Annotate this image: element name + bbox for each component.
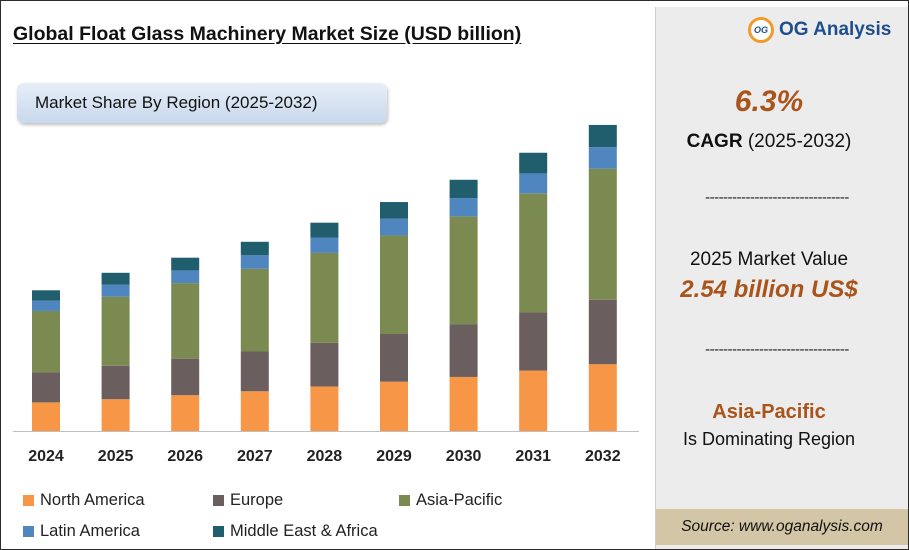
chart-title: Global Float Glass Machinery Market Size… [13, 23, 522, 45]
cagr-value: 6.3% [734, 85, 804, 118]
bar-segment-2024-north-america [32, 402, 60, 431]
bar-segment-2026-latin-america [171, 270, 200, 284]
legend-label: North America [40, 491, 145, 509]
cagr-label: CAGR (2025-2032) [656, 131, 882, 153]
x-tick-labels: 2024 2025 2026 2027 2028 2029 2030 2031 2032 [28, 448, 620, 465]
divider-bottom: -------------------------------- [705, 341, 849, 358]
bar-segment-2031-north-america [519, 370, 548, 431]
legend-label: Latin America [40, 522, 140, 540]
divider-top: -------------------------------- [705, 189, 849, 206]
x-tick-label-2026: 2026 [167, 448, 203, 465]
x-tick-label-2027: 2027 [237, 448, 273, 465]
logo-badge-icon: OG [748, 17, 774, 43]
bar-segment-2024-asia-pacific [32, 310, 60, 373]
bar-segment-2027-middle-east-africa [240, 241, 269, 256]
legend-label: Middle East & Africa [230, 522, 378, 540]
bar-segment-2026-north-america [171, 395, 200, 431]
dominating-region: Asia-Pacific [712, 401, 826, 423]
brand-logo: OG OG Analysis [748, 17, 891, 43]
dominating-region-label: Is Dominating Region [682, 429, 856, 449]
bar-segment-2028-north-america [310, 386, 339, 431]
logo-text: OG Analysis [779, 19, 892, 40]
bar-segment-2028-middle-east-africa [310, 222, 339, 238]
bar-segment-2027-north-america [240, 391, 269, 431]
bar-segment-2028-europe [310, 342, 339, 387]
x-tick-label-2030: 2030 [446, 448, 482, 465]
bar-segment-2025-latin-america [101, 284, 130, 297]
legend-item: North America [23, 491, 145, 510]
legend-item: Asia-Pacific [399, 491, 502, 510]
bar-segment-2029-asia-pacific [380, 235, 408, 335]
source-text: Source: www.oganalysis.com [681, 518, 883, 535]
bar-segment-2030-north-america [449, 376, 478, 431]
legend-swatch [399, 495, 410, 506]
bar-segment-2032-latin-america [588, 147, 617, 169]
bar-segment-2024-europe [32, 372, 60, 403]
x-tick-label-2028: 2028 [307, 448, 343, 465]
bar-segment-2024-latin-america [32, 300, 60, 311]
bar-segment-2032-europe [588, 299, 617, 365]
bar-segment-2024-middle-east-africa [32, 290, 60, 301]
x-tick-label-2032: 2032 [585, 448, 621, 465]
bar-segment-2025-asia-pacific [101, 296, 130, 366]
chart-subtitle: Market Share By Region (2025-2032) [35, 93, 318, 112]
legend-item: Middle East & Africa [213, 522, 378, 541]
summary-panel: OG OG Analysis 6.3% CAGR (2025-2032) ---… [655, 7, 908, 549]
legend-swatch [213, 495, 224, 506]
bar-segment-2025-middle-east-africa [101, 272, 130, 285]
bar-segment-2031-latin-america [519, 173, 548, 194]
source-bar: Source: www.oganalysis.com [656, 509, 908, 545]
bar-segment-2030-asia-pacific [449, 216, 478, 325]
legend-swatch [213, 526, 224, 537]
market-value: 2.54 billion US$ [680, 276, 858, 303]
stacked-bar-chart: 2024 2025 2026 2027 2028 2029 2030 2031 2032 [13, 124, 639, 465]
logo-badge-text: OG [753, 25, 768, 35]
bar-segment-2027-asia-pacific [240, 268, 269, 352]
bar-segment-2032-asia-pacific [588, 168, 617, 300]
x-tick-label-2024: 2024 [28, 448, 64, 465]
bar-segment-2032-north-america [588, 364, 617, 431]
bar-segment-2026-middle-east-africa [171, 257, 200, 271]
legend-item: Latin America [23, 522, 140, 541]
legend-item: Europe [213, 491, 283, 510]
x-tick-label-2025: 2025 [98, 448, 134, 465]
bar-segment-2030-latin-america [449, 198, 478, 217]
legend-label: Europe [230, 491, 284, 509]
bar-segment-2025-north-america [101, 399, 130, 431]
bar-segment-2029-north-america [380, 381, 408, 431]
bar-segment-2029-latin-america [380, 218, 408, 236]
legend-swatch [23, 526, 34, 537]
bar-segment-2026-europe [171, 358, 200, 396]
bar-segment-2027-europe [240, 351, 269, 392]
cagr-label-bold: CAGR [686, 131, 743, 152]
legend-swatch [23, 495, 34, 506]
bar-segment-2032-middle-east-africa [588, 124, 617, 148]
bar-segment-2029-middle-east-africa [380, 202, 408, 219]
subtitle-pill: Market Share By Region (2025-2032) [17, 83, 387, 123]
bar-segment-2031-middle-east-africa [519, 152, 548, 174]
x-tick-label-2031: 2031 [515, 448, 551, 465]
bar-segment-2028-asia-pacific [310, 252, 339, 343]
chart-legend: North America Europe Asia-Pacific Latin Ame… [23, 491, 643, 547]
bars-layer [32, 124, 617, 431]
legend-label: Asia-Pacific [416, 491, 503, 509]
market-value-label: 2025 Market Value [689, 249, 849, 270]
bar-segment-2026-asia-pacific [171, 283, 200, 359]
bar-segment-2025-europe [101, 365, 130, 400]
bar-segment-2031-europe [519, 312, 548, 371]
x-tick-label-2029: 2029 [376, 448, 412, 465]
cagr-period: (2025-2032) [747, 131, 852, 152]
bar-segment-2030-europe [449, 324, 478, 377]
bar-segment-2030-middle-east-africa [449, 179, 478, 199]
bar-segment-2029-europe [380, 334, 408, 382]
bar-segment-2028-latin-america [310, 237, 339, 253]
bar-segment-2031-asia-pacific [519, 193, 548, 313]
bar-segment-2027-latin-america [240, 255, 269, 269]
